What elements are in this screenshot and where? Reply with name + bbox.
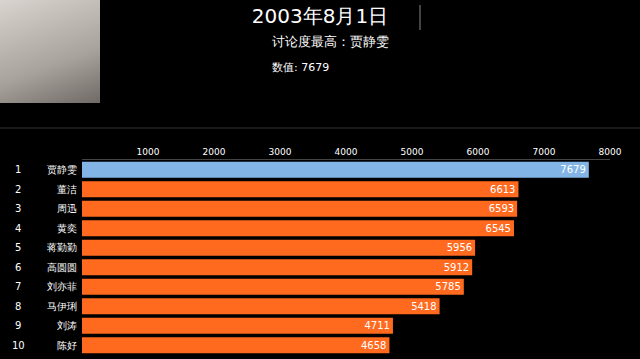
svg-text:6593: 6593 bbox=[489, 203, 514, 214]
svg-text:7679: 7679 bbox=[560, 164, 585, 175]
svg-text:马伊琍: 马伊琍 bbox=[47, 301, 77, 312]
svg-text:数值: 7679: 数值: 7679 bbox=[272, 61, 329, 74]
svg-text:8000: 8000 bbox=[599, 147, 622, 157]
svg-text:陈好: 陈好 bbox=[57, 340, 77, 351]
svg-text:刘涛: 刘涛 bbox=[57, 320, 77, 331]
svg-text:5912: 5912 bbox=[444, 262, 469, 273]
svg-text:刘亦菲: 刘亦菲 bbox=[47, 281, 77, 292]
svg-text:2000: 2000 bbox=[203, 147, 226, 157]
svg-text:2003年8月1日: 2003年8月1日 bbox=[252, 4, 388, 28]
svg-text:2: 2 bbox=[15, 184, 21, 195]
svg-text:5000: 5000 bbox=[401, 147, 424, 157]
svg-text:8: 8 bbox=[15, 301, 21, 312]
svg-text:讨论度最高：贾静雯: 讨论度最高：贾静雯 bbox=[272, 34, 389, 49]
svg-text:蒋勤勤: 蒋勤勤 bbox=[47, 242, 77, 253]
svg-text:6613: 6613 bbox=[490, 184, 515, 195]
svg-text:5418: 5418 bbox=[411, 301, 436, 312]
svg-text:7000: 7000 bbox=[533, 147, 556, 157]
svg-text:9: 9 bbox=[15, 320, 21, 331]
svg-text:6000: 6000 bbox=[467, 147, 490, 157]
svg-text:5956: 5956 bbox=[447, 242, 472, 253]
svg-text:10: 10 bbox=[12, 340, 25, 351]
svg-text:3: 3 bbox=[15, 203, 21, 214]
svg-text:5785: 5785 bbox=[435, 281, 460, 292]
svg-text:黄奕: 黄奕 bbox=[57, 223, 77, 234]
svg-text:6: 6 bbox=[15, 262, 21, 273]
svg-text:5: 5 bbox=[15, 242, 21, 253]
svg-text:4000: 4000 bbox=[335, 147, 358, 157]
svg-text:6545: 6545 bbox=[486, 223, 511, 234]
svg-text:4: 4 bbox=[15, 223, 21, 234]
svg-text:1: 1 bbox=[15, 164, 21, 175]
svg-text:3000: 3000 bbox=[269, 147, 292, 157]
svg-text:贾静雯: 贾静雯 bbox=[47, 164, 77, 175]
svg-text:7: 7 bbox=[15, 281, 21, 292]
svg-text:高圆圆: 高圆圆 bbox=[47, 262, 77, 273]
svg-text:周迅: 周迅 bbox=[57, 203, 77, 214]
svg-text:1000: 1000 bbox=[137, 147, 160, 157]
svg-text:董洁: 董洁 bbox=[57, 184, 77, 195]
svg-text:4658: 4658 bbox=[361, 340, 386, 351]
svg-text:4711: 4711 bbox=[364, 320, 389, 331]
